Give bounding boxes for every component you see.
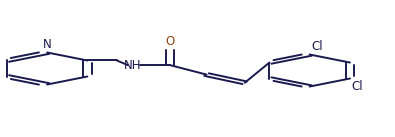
- Text: Cl: Cl: [352, 80, 363, 93]
- Text: O: O: [166, 35, 175, 48]
- Text: NH: NH: [124, 59, 141, 72]
- Text: Cl: Cl: [312, 40, 323, 53]
- Text: N: N: [43, 38, 51, 51]
